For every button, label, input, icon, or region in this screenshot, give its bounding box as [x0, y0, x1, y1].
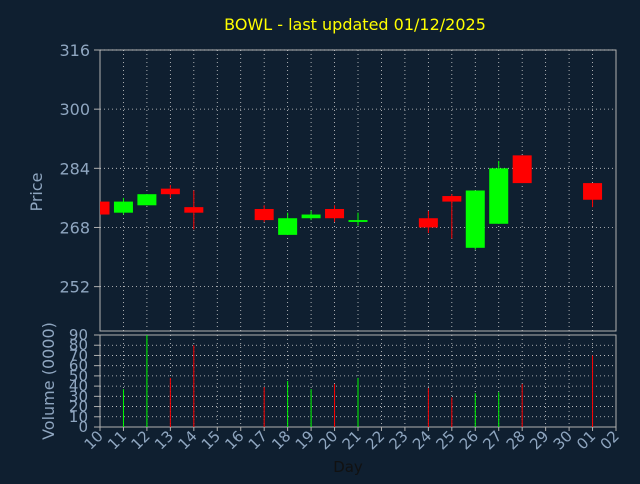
volume-tick-label: 40 [69, 377, 88, 395]
price-panel: 316 300 284 268 252 [59, 41, 617, 332]
volume-tick-label: 0 [78, 418, 88, 436]
candle-body [301, 214, 321, 219]
candle-body [348, 220, 368, 222]
candle-body [465, 190, 485, 248]
x-tick-label: 20 [315, 427, 341, 453]
x-tick-label: 01 [573, 427, 599, 453]
x-tick-label: 28 [503, 427, 529, 453]
volume-tick-label: 30 [69, 387, 88, 405]
x-tick-label: 30 [550, 427, 576, 453]
x-tick-label: 12 [128, 427, 154, 453]
x-tick-label: 26 [456, 427, 482, 453]
volume-tick-label: 60 [69, 357, 88, 375]
x-tick-label: 29 [526, 427, 552, 453]
x-tick-label: 25 [432, 427, 458, 453]
candle-body [278, 218, 298, 235]
price-tick-label: 284 [59, 159, 90, 178]
x-tick-label: 14 [174, 427, 200, 453]
x-tick-label: 15 [198, 427, 224, 453]
price-tick-label: 300 [59, 100, 90, 119]
x-tick-label: 16 [221, 427, 247, 453]
x-axis-label: Day [333, 458, 363, 476]
candle-body [254, 208, 274, 221]
price-axis-label: Price [27, 172, 46, 211]
x-tick-label: 11 [104, 427, 130, 453]
volume-tick-label: 70 [69, 346, 88, 364]
candle-body [113, 201, 133, 213]
volume-tick-label: 10 [69, 408, 88, 426]
candle-body [325, 208, 345, 219]
candle-body [442, 196, 462, 202]
volume-axis-label: Volume (0000) [39, 322, 58, 440]
x-tick-label: 19 [292, 427, 318, 453]
volume-tick-label: 80 [69, 336, 88, 354]
candle-body [583, 183, 603, 200]
candle-body [512, 155, 532, 184]
candles-group [100, 155, 603, 250]
x-tick-label: 27 [479, 427, 505, 453]
x-tick-label: 23 [386, 427, 412, 453]
x-tick-label: 13 [151, 427, 177, 453]
x-axis: 1011121314151617181920212223242526272829… [81, 427, 623, 453]
volume-tick-label: 50 [69, 367, 88, 385]
x-tick-label: 22 [362, 427, 388, 453]
chart-title: BOWL - last updated 01/12/2025 [224, 15, 486, 34]
x-tick-label: 02 [597, 427, 623, 453]
x-tick-label: 18 [268, 427, 294, 453]
price-tick-label: 268 [59, 218, 90, 237]
x-tick-label: 21 [339, 427, 365, 453]
candle-body [489, 168, 509, 224]
candle-body [137, 194, 157, 206]
price-tick-label: 252 [59, 278, 90, 297]
candle-body [100, 201, 110, 215]
volume-tick-label: 20 [69, 398, 88, 416]
x-tick-label: 24 [409, 427, 435, 453]
candle-body [160, 188, 180, 195]
x-tick-label: 17 [245, 427, 271, 453]
volume-tick-label: 90 [69, 326, 88, 344]
candle-body [418, 218, 438, 228]
price-tick-label: 316 [59, 41, 90, 60]
candle-body [184, 207, 204, 213]
